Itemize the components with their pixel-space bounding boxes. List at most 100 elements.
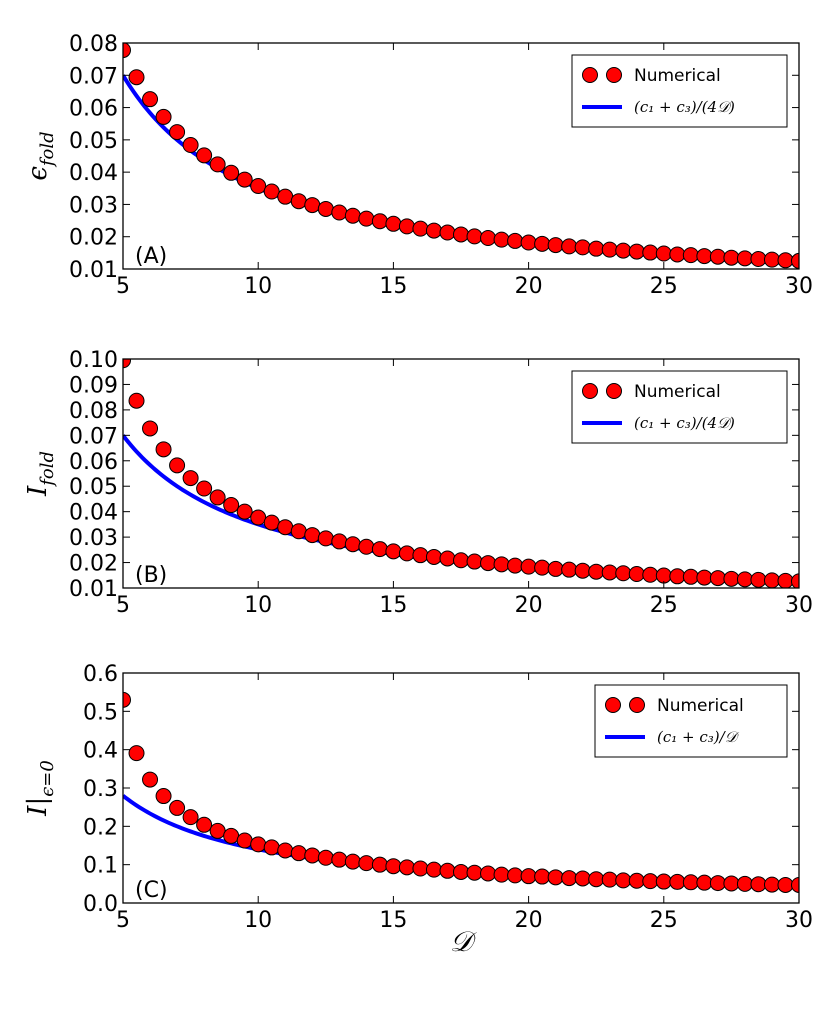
- data-point: [142, 91, 159, 108]
- data-point: [655, 567, 672, 584]
- data-point: [493, 866, 510, 883]
- data-point: [209, 489, 226, 506]
- data-point: [466, 228, 483, 245]
- data-point: [182, 137, 199, 154]
- data-point: [123, 691, 131, 708]
- data-point: [615, 242, 632, 259]
- data-point: [574, 870, 591, 887]
- data-point: [520, 868, 537, 885]
- data-point: [561, 238, 578, 255]
- x-tick-label: 30: [785, 908, 813, 933]
- data-point: [358, 855, 375, 872]
- data-point: [655, 873, 672, 890]
- legend-label-numerical: Numerical: [657, 696, 744, 716]
- data-point: [398, 218, 415, 235]
- data-point: [236, 171, 253, 188]
- data-point: [453, 863, 469, 880]
- legend-frame: [571, 370, 788, 444]
- data-point: [736, 250, 753, 267]
- data-point: [236, 503, 253, 520]
- data-point: [574, 239, 591, 256]
- data-point: [547, 560, 564, 577]
- data-point: [385, 543, 402, 560]
- axes-frame: [122, 42, 800, 270]
- data-point: [371, 541, 388, 558]
- data-point: [507, 867, 524, 884]
- data-point: [547, 869, 564, 886]
- y-tick-label: 0.6: [83, 662, 118, 687]
- x-tick-label: 25: [650, 593, 678, 618]
- data-point: [344, 207, 361, 224]
- data-point: [169, 457, 186, 474]
- chart-panel-c: 5 10 15 20 25 30 0.0 0.1 0.2 0.3 0.4 0.5 0.6 (C) I|ϵ=0…: [23, 662, 813, 958]
- x-tick-label: 5: [116, 908, 130, 933]
- y-tick-label: 0.02: [69, 552, 118, 577]
- data-point: [439, 862, 456, 879]
- data-point: [155, 441, 172, 458]
- data-point: [696, 874, 713, 891]
- data-point: [561, 561, 578, 578]
- plot-area: [123, 43, 799, 269]
- y-tick-label: 0.03: [69, 526, 118, 551]
- data-point: [534, 559, 551, 576]
- y-axis-label-subscript: fold: [37, 131, 58, 168]
- y-tick-label: 0.05: [69, 129, 118, 154]
- data-point: [128, 69, 145, 86]
- data-point: [123, 359, 131, 369]
- data-point: [669, 568, 686, 585]
- y-tick-label: 0.08: [69, 32, 118, 57]
- y-tick-label: 0.2: [83, 815, 118, 840]
- data-point: [398, 859, 415, 876]
- legend-marker: [606, 383, 622, 399]
- data-point: [223, 164, 240, 181]
- data-point: [682, 247, 699, 264]
- legend-marker: [606, 67, 622, 83]
- data-point: [277, 519, 294, 536]
- data-point: [601, 871, 618, 888]
- x-tick-label: 20: [515, 274, 543, 299]
- data-point: [425, 222, 442, 239]
- legend-marker: [582, 67, 598, 83]
- data-point: [561, 870, 578, 887]
- y-tick-label: 0.04: [69, 501, 118, 526]
- data-point: [371, 213, 388, 230]
- y-tick-label: 0.01: [69, 258, 118, 283]
- data-point: [507, 557, 524, 574]
- data-point: [358, 210, 375, 227]
- data-point: [290, 193, 307, 210]
- y-axis-label: Ifold: [23, 451, 58, 497]
- data-point: [250, 836, 267, 853]
- data-point: [223, 497, 240, 514]
- data-point: [317, 849, 334, 866]
- data-point: [669, 873, 686, 890]
- data-point: [588, 563, 605, 580]
- x-tick-label: 5: [116, 274, 130, 299]
- data-point: [777, 572, 794, 588]
- x-tick-label: 20: [515, 908, 543, 933]
- data-point: [480, 865, 497, 882]
- data-point: [453, 552, 469, 569]
- legend-label-numerical: Numerical: [634, 66, 721, 86]
- data-point: [385, 858, 402, 875]
- x-tick-label: 25: [650, 274, 678, 299]
- data-point: [358, 538, 375, 555]
- x-tick-label: 15: [379, 274, 407, 299]
- data-point: [277, 188, 294, 205]
- y-tick-label: 0.07: [69, 424, 118, 449]
- x-tick-label: 20: [515, 593, 543, 618]
- data-point: [750, 876, 767, 893]
- data-point: [763, 876, 780, 893]
- plot-area: [123, 359, 799, 588]
- data-point: [777, 252, 794, 269]
- y-axis-label-main: I: [23, 485, 53, 497]
- data-point: [588, 240, 605, 257]
- data-point: [250, 178, 267, 195]
- data-point: [209, 156, 226, 173]
- data-point: [412, 220, 429, 237]
- data-point: [182, 809, 199, 826]
- legend-label-analytic: (c₁ + c₃)/(4𝒟): [634, 414, 735, 432]
- data-point: [398, 545, 415, 562]
- y-axis-label-main: I|: [23, 797, 53, 817]
- legend: Numerical (c₁ + c₃)/(4𝒟): [571, 370, 788, 444]
- data-point: [480, 555, 497, 572]
